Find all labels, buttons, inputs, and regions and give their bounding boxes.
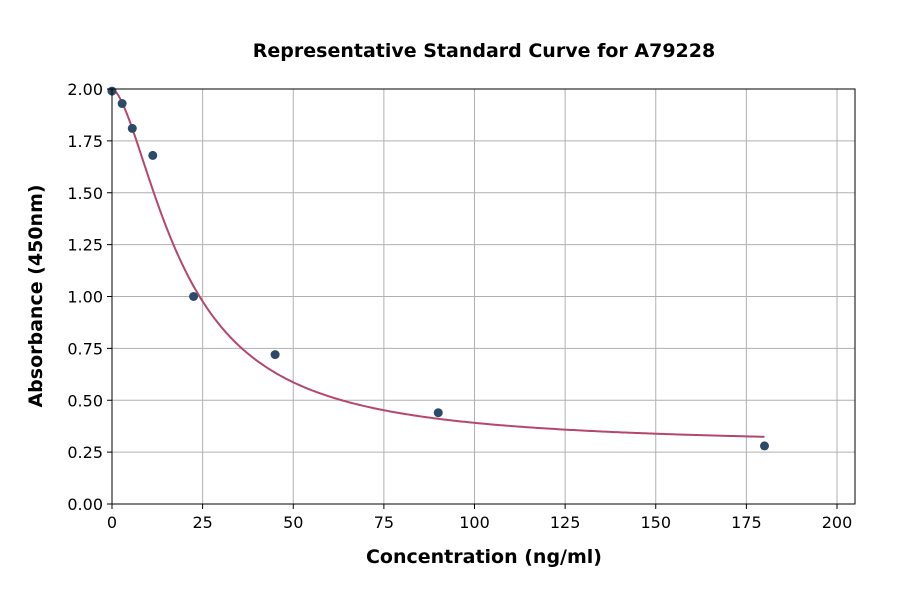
y-tick-label: 0.25 bbox=[67, 443, 103, 462]
data-point bbox=[148, 150, 158, 160]
y-tick-label: 0.75 bbox=[67, 339, 103, 358]
y-tick-label: 0.00 bbox=[67, 495, 103, 514]
fit-curve bbox=[111, 88, 765, 438]
x-axis-ticks: 0 25 50 75 100 125 150 175 200 bbox=[107, 504, 852, 532]
x-tick-label: 125 bbox=[550, 513, 581, 532]
data-point bbox=[270, 350, 280, 360]
y-tick-label: 1.25 bbox=[67, 236, 103, 255]
y-tick-label: 1.50 bbox=[67, 184, 103, 203]
y-tick-label: 2.00 bbox=[67, 80, 103, 99]
x-tick-label: 25 bbox=[192, 513, 212, 532]
data-point bbox=[433, 408, 443, 418]
y-axis-label: Absorbance (450nm) bbox=[25, 184, 47, 407]
data-point bbox=[127, 123, 137, 133]
x-tick-label: 100 bbox=[459, 513, 490, 532]
fit-curve-group bbox=[111, 88, 765, 438]
x-tick-label: 0 bbox=[107, 513, 117, 532]
x-tick-label: 150 bbox=[640, 513, 671, 532]
data-point bbox=[189, 292, 199, 301]
y-tick-label: 1.75 bbox=[67, 132, 103, 151]
data-point bbox=[117, 99, 127, 109]
x-axis-label: Concentration (ng/ml) bbox=[366, 546, 602, 568]
y-axis-ticks: 0.00 0.25 0.50 0.75 1.00 1.25 1.50 1.75 2.00 bbox=[67, 80, 112, 514]
x-tick-label: 175 bbox=[731, 513, 762, 532]
data-points bbox=[107, 86, 769, 451]
grid bbox=[111, 88, 855, 505]
x-tick-label: 50 bbox=[283, 513, 303, 532]
y-tick-label: 0.50 bbox=[67, 391, 103, 410]
y-tick-label: 1.00 bbox=[67, 288, 103, 307]
chart-title: Representative Standard Curve for A79228 bbox=[253, 40, 715, 62]
x-tick-label: 75 bbox=[374, 513, 394, 532]
data-point bbox=[760, 441, 769, 451]
x-tick-label: 200 bbox=[822, 513, 853, 532]
